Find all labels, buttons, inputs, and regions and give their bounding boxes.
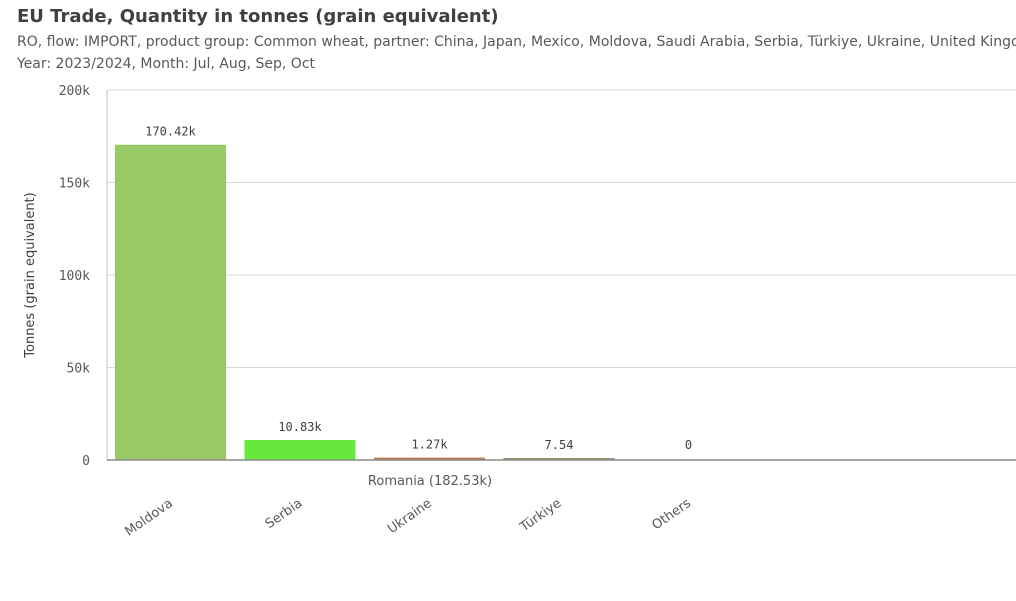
data-label: 0 [685,438,692,452]
x-axis: Moldova Serbia Ukraine Türkiye Others [107,459,1016,540]
x-tick-label: Serbia [263,496,306,532]
y-tick-label: 200k [59,84,90,99]
x-tick-label: Türkiye [517,496,565,536]
bars [115,144,615,460]
chart-title: EU Trade, Quantity in tonnes (grain equi… [17,6,499,27]
y-axis: 0 50k 100k 150k 200k [59,84,108,469]
y-axis-title: Tonnes (grain equivalent) [23,192,38,358]
bar-serbia[interactable] [244,439,356,460]
data-label: 1.27k [411,438,448,452]
group-label: Romania (182.53k) [368,474,492,489]
bar-t-rkiye[interactable] [503,458,615,460]
filter-summary: RO, flow: IMPORT, product group: Common … [17,34,1016,50]
bar-moldova[interactable] [115,144,226,460]
period-summary: Year: 2023/2024, Month: Jul, Aug, Sep, O… [17,56,316,72]
x-tick-label: Others [649,496,694,533]
x-tick-label: Moldova [122,496,175,540]
y-tick-label: 150k [59,177,90,192]
x-tick-label: Ukraine [385,496,435,537]
y-tick-label: 50k [67,362,91,377]
data-label: 7.54 [545,438,574,452]
y-tick-label: 0 [82,454,90,469]
y-tick-label: 100k [59,269,90,284]
data-labels: 170.42k 10.83k 1.27k 7.54 0 [145,125,692,452]
bar-ukraine[interactable] [374,457,485,460]
data-label: 170.42k [145,125,196,139]
data-label: 10.83k [278,420,322,434]
gridlines [107,89,1016,368]
